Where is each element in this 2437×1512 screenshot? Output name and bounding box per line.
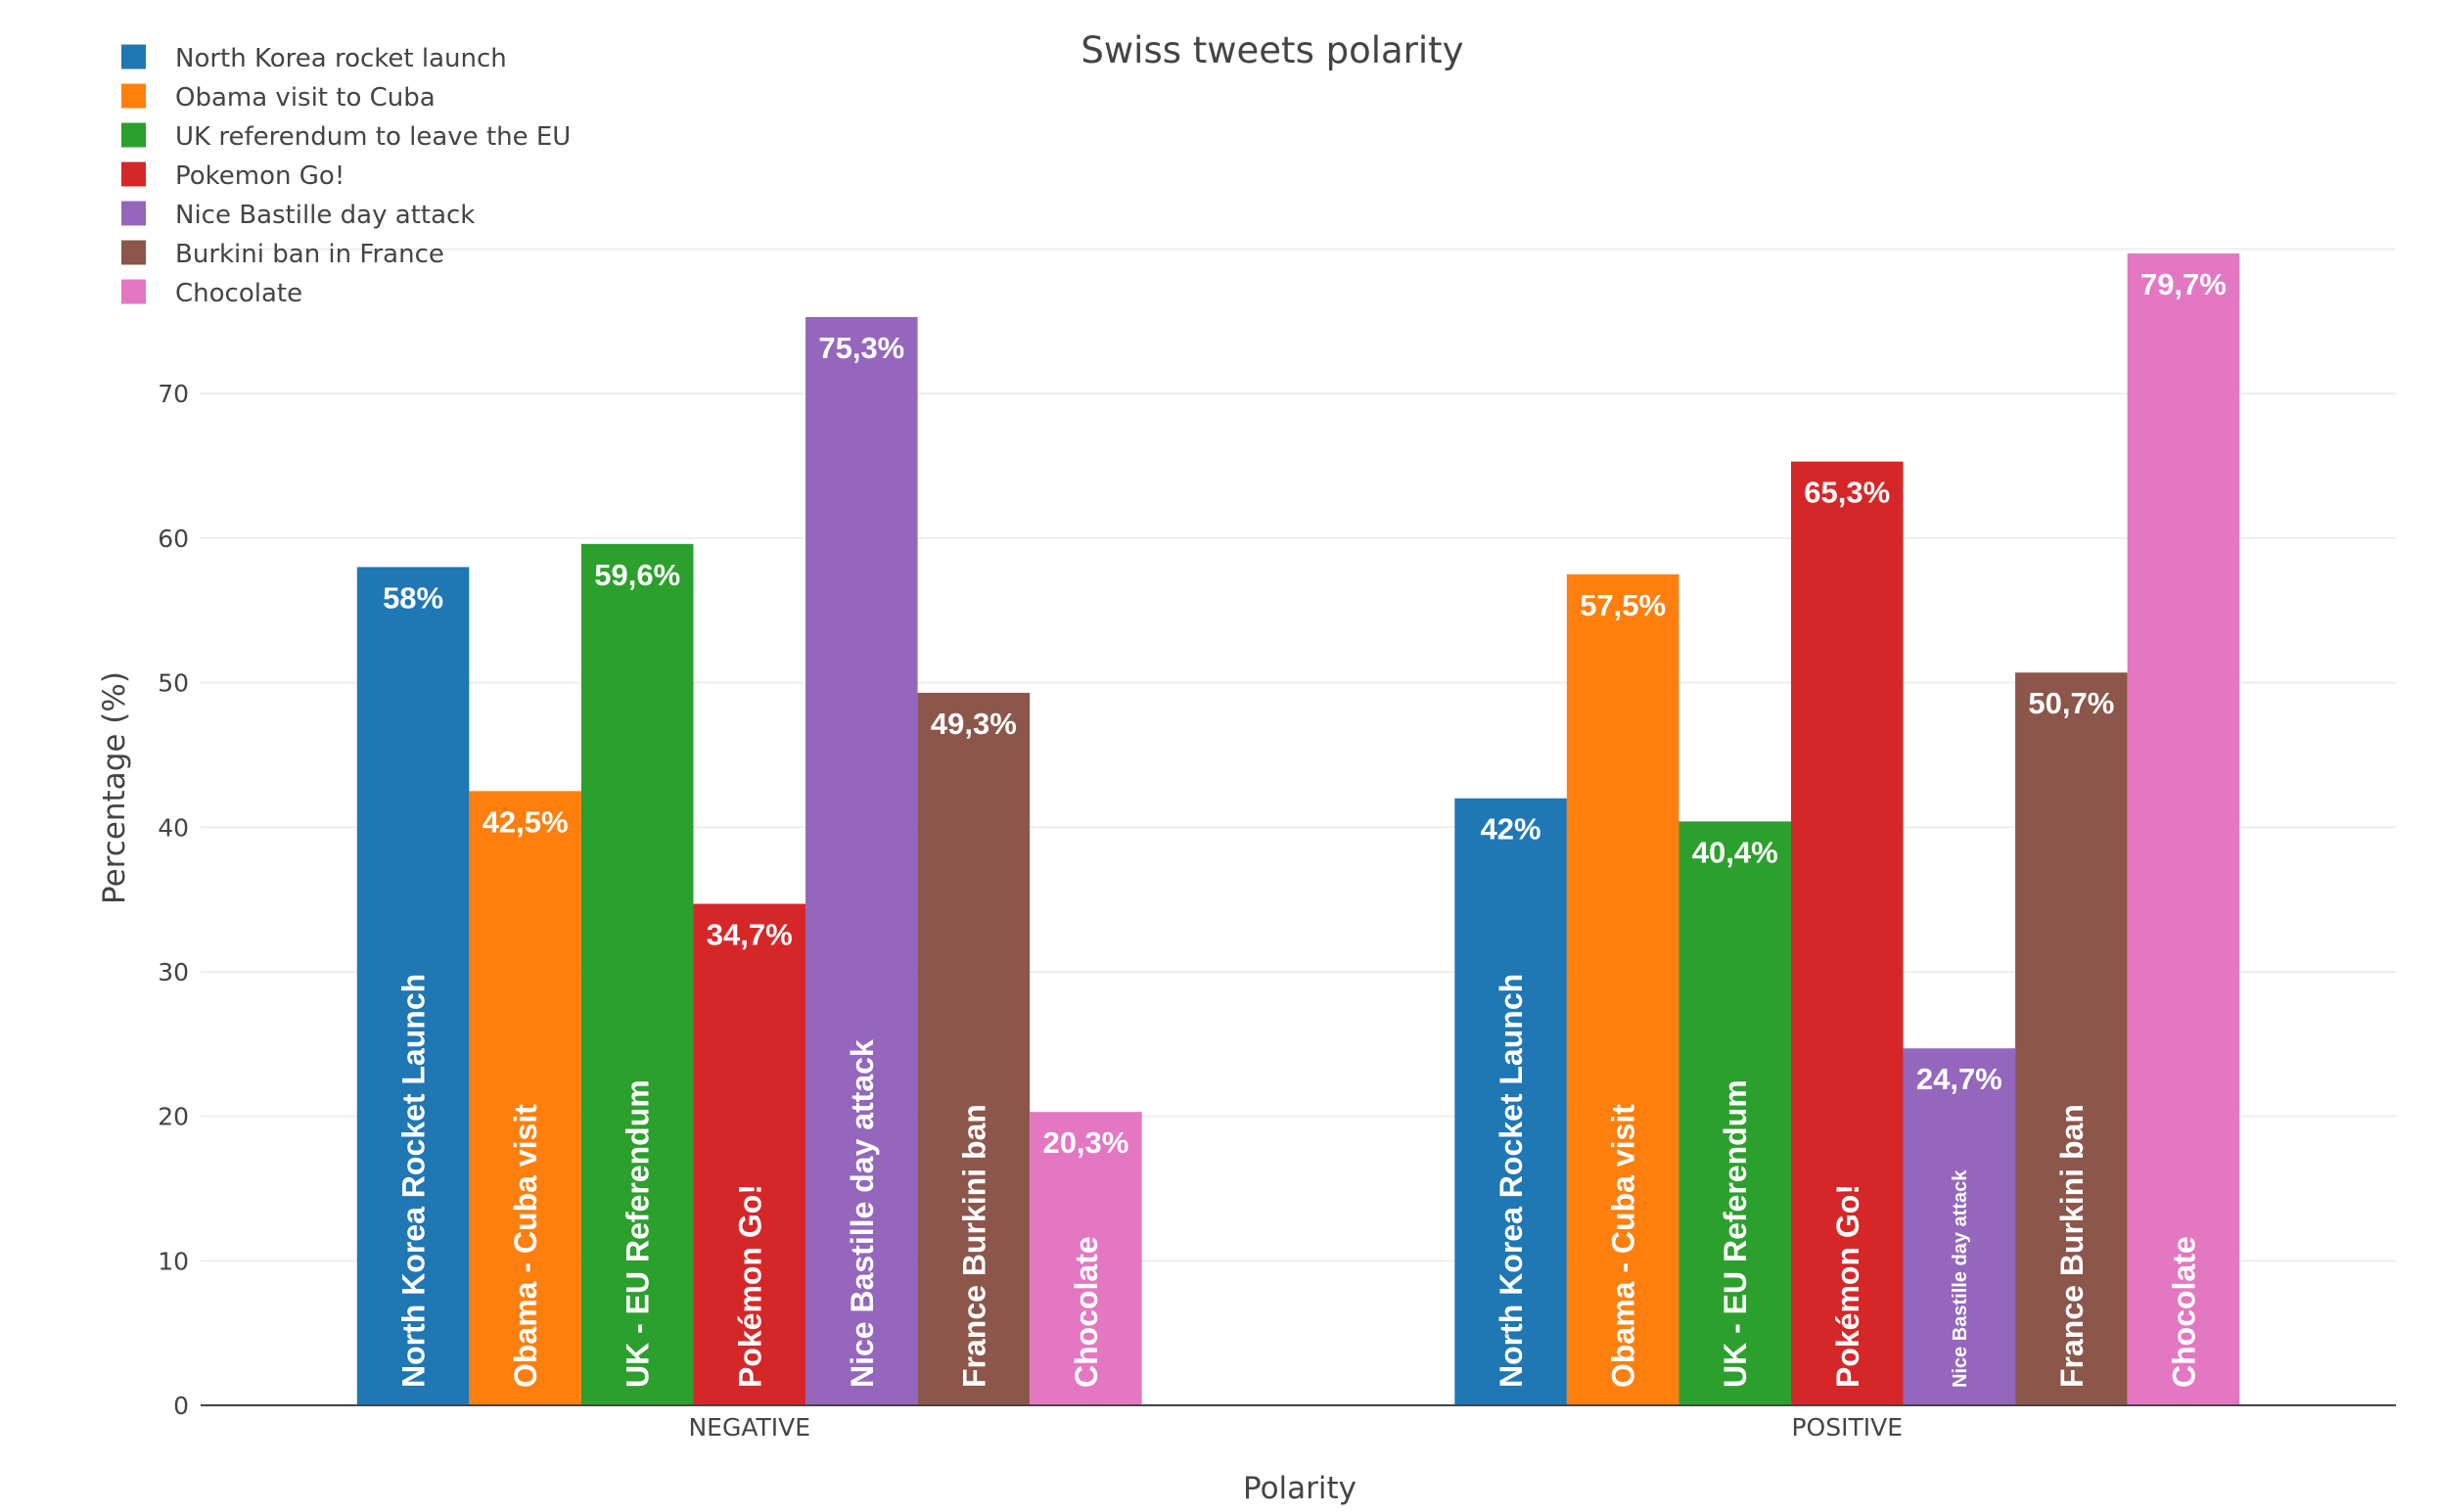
legend-swatch bbox=[121, 44, 146, 69]
y-tick-label: 20 bbox=[158, 1103, 189, 1131]
legend-item[interactable]: Pokemon Go! bbox=[121, 161, 345, 191]
bar-value-label: 42% bbox=[1481, 812, 1541, 847]
bar-inner-label: Pokémon Go! bbox=[1830, 1184, 1865, 1388]
bar-inner-label: France Burkini ban bbox=[2054, 1104, 2090, 1388]
x-tick-label: NEGATIVE bbox=[688, 1413, 810, 1442]
y-tick-label: 0 bbox=[173, 1392, 189, 1420]
legend-item[interactable]: Chocolate bbox=[121, 279, 302, 308]
bar-inner-label: Obama - Cuba visit bbox=[1606, 1104, 1641, 1388]
y-tick-label: 30 bbox=[158, 958, 189, 986]
legend-label: Obama visit to Cuba bbox=[175, 83, 436, 113]
bar-inner-label: Chocolate bbox=[2166, 1236, 2201, 1388]
bar-value-label: 24,7% bbox=[1916, 1062, 2002, 1096]
bar-inner-label: North Korea Rocket Launch bbox=[1494, 974, 1529, 1388]
x-tick-label: POSITIVE bbox=[1791, 1413, 1903, 1442]
bar-value-label: 59,6% bbox=[594, 558, 680, 592]
legend-item[interactable]: UK referendum to leave the EU bbox=[121, 122, 571, 152]
chart-title: Swiss tweets polarity bbox=[1081, 29, 1463, 71]
bar-inner-label: Chocolate bbox=[1069, 1236, 1104, 1388]
legend-item[interactable]: Burkini ban in France bbox=[121, 240, 444, 269]
bar[interactable] bbox=[805, 316, 918, 1406]
bar-inner-label: UK - EU Referendum bbox=[621, 1079, 656, 1388]
bar[interactable] bbox=[580, 543, 694, 1405]
bar[interactable] bbox=[2015, 672, 2128, 1405]
legend-label: Nice Bastille day attack bbox=[175, 201, 475, 230]
bar[interactable] bbox=[356, 567, 470, 1405]
bar-inner-label: North Korea Rocket Launch bbox=[396, 974, 432, 1388]
axes: 0 10 20 30 40 50 60 70 NEGATIVE POSITIVE bbox=[158, 380, 2396, 1442]
legend-item[interactable]: North Korea rocket launch bbox=[121, 44, 507, 73]
legend-swatch bbox=[121, 83, 146, 109]
y-tick-label: 50 bbox=[158, 669, 189, 698]
bar-inner-label: Nice Bastille day attack bbox=[1950, 1169, 1971, 1388]
legend-swatch bbox=[121, 201, 146, 226]
bar-value-label: 65,3% bbox=[1804, 476, 1890, 510]
bar[interactable] bbox=[1030, 1112, 1142, 1405]
legend[interactable]: North Korea rocket launch Obama visit to … bbox=[121, 44, 571, 308]
bar-value-label: 75,3% bbox=[818, 331, 904, 365]
y-tick-label: 70 bbox=[158, 380, 189, 408]
bar-value-label: 49,3% bbox=[931, 707, 1017, 741]
bar[interactable] bbox=[1790, 461, 1904, 1405]
bar[interactable] bbox=[1903, 1048, 2016, 1405]
bar[interactable] bbox=[1566, 573, 1679, 1405]
legend-swatch bbox=[121, 161, 146, 187]
legend-label: Burkini ban in France bbox=[175, 240, 444, 269]
bar-value-label: 34,7% bbox=[707, 918, 793, 952]
bars: 58% North Korea Rocket Launch 42,5% Obama -… bbox=[356, 252, 2240, 1406]
legend-swatch bbox=[121, 122, 146, 148]
bar-value-label: 58% bbox=[383, 580, 443, 615]
bar[interactable] bbox=[1678, 821, 1791, 1405]
y-axis-title: Percentage (%) bbox=[97, 671, 132, 904]
bar-inner-label: Nice Bastille day attack bbox=[845, 1039, 880, 1388]
y-tick-label: 60 bbox=[158, 525, 189, 553]
legend-swatch bbox=[121, 279, 146, 304]
x-axis-title: Polarity bbox=[1243, 1471, 1356, 1506]
bar-value-label: 40,4% bbox=[1692, 835, 1778, 869]
legend-item[interactable]: Nice Bastille day attack bbox=[121, 201, 475, 230]
bar-inner-label: Obama - Cuba visit bbox=[508, 1104, 543, 1388]
bar[interactable] bbox=[917, 692, 1031, 1405]
legend-label: UK referendum to leave the EU bbox=[175, 122, 571, 152]
bar[interactable] bbox=[693, 903, 806, 1405]
bar[interactable] bbox=[469, 791, 581, 1405]
legend-item[interactable]: Obama visit to Cuba bbox=[121, 83, 436, 113]
legend-swatch bbox=[121, 240, 146, 265]
bar-inner-label: UK - EU Referendum bbox=[1718, 1079, 1753, 1388]
bar-value-label: 50,7% bbox=[2028, 686, 2114, 720]
bar-value-label: 20,3% bbox=[1042, 1125, 1128, 1160]
bar-value-label: 42,5% bbox=[483, 804, 569, 839]
y-tick-label: 10 bbox=[158, 1247, 189, 1275]
bar-inner-label: France Burkini ban bbox=[956, 1104, 991, 1388]
bar-value-label: 57,5% bbox=[1580, 588, 1666, 622]
legend-label: Chocolate bbox=[175, 279, 302, 308]
y-tick-label: 40 bbox=[158, 813, 189, 842]
bar-inner-label: Pokémon Go! bbox=[732, 1184, 767, 1388]
bar[interactable] bbox=[1454, 798, 1567, 1405]
bar[interactable] bbox=[2127, 252, 2240, 1406]
legend-label: North Korea rocket launch bbox=[175, 44, 507, 73]
bar-value-label: 79,7% bbox=[2140, 267, 2227, 301]
legend-label: Pokemon Go! bbox=[175, 161, 345, 191]
